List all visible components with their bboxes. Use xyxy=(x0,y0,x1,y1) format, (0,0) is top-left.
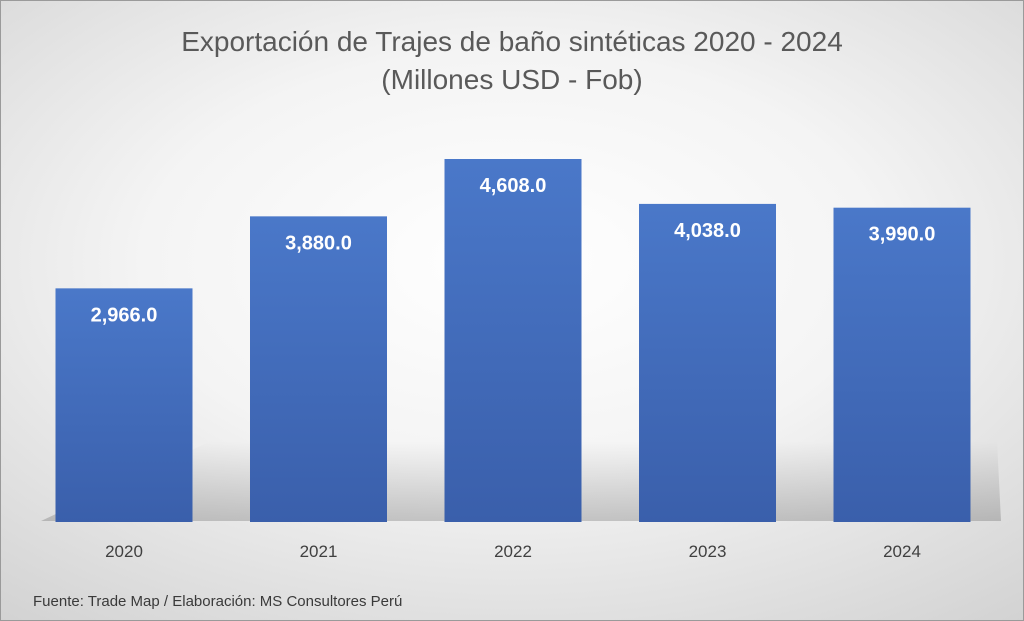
source-note: Fuente: Trade Map / Elaboración: MS Cons… xyxy=(33,593,403,610)
bar-2020 xyxy=(55,288,193,522)
data-label-2021: 3,880.0 xyxy=(285,232,352,254)
bar-2023 xyxy=(639,203,776,522)
x-tick-label-2024: 2024 xyxy=(883,542,921,561)
x-tick-label-2021: 2021 xyxy=(300,542,338,561)
chart-title: Exportación de Trajes de baño sintéticas… xyxy=(181,26,843,57)
x-tick-label-2022: 2022 xyxy=(494,542,532,561)
data-label-2024: 3,990.0 xyxy=(869,224,936,246)
chart-title-block: Exportación de Trajes de baño sintéticas… xyxy=(1,23,1023,99)
data-label-2020: 2,966.0 xyxy=(91,304,158,326)
chart-subtitle: (Millones USD - Fob) xyxy=(381,64,643,95)
bar-2022 xyxy=(444,159,582,522)
bar-2024 xyxy=(833,207,971,522)
data-label-2023: 4,038.0 xyxy=(674,220,741,242)
x-tick-label-2023: 2023 xyxy=(689,542,727,561)
x-tick-label-2020: 2020 xyxy=(105,542,143,561)
data-label-2022: 4,608.0 xyxy=(480,175,547,197)
bar-2021 xyxy=(250,216,387,523)
